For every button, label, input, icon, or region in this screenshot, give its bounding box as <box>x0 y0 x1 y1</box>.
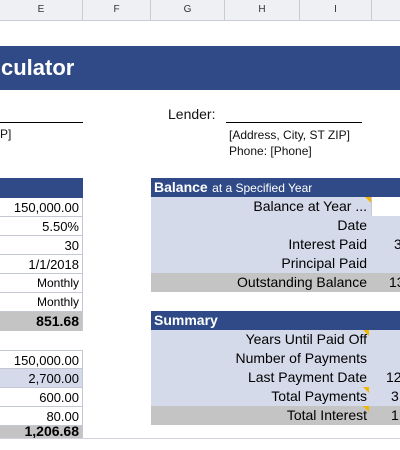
payment-amount-cell: 851.68 <box>0 312 83 331</box>
loan-amount-cell[interactable]: 150,000.00 <box>0 198 83 217</box>
borrower-field-line <box>0 122 83 123</box>
years-until-paid-off-label: Years Until Paid Off <box>245 331 367 347</box>
interest-paid-value: 3 <box>394 236 400 252</box>
pmi-cell[interactable]: 80.00 <box>0 407 83 426</box>
insurance-cell[interactable]: 600.00 <box>0 388 83 407</box>
total-payments-value: 3 <box>391 388 399 404</box>
column-header-g[interactable]: G <box>151 0 225 20</box>
balance-row: Outstanding Balance 13 <box>151 273 400 292</box>
outstanding-balance-label: Outstanding Balance <box>237 274 367 290</box>
balance-row: Principal Paid <box>151 254 400 273</box>
home-value-cell[interactable]: 150,000.00 <box>0 350 83 369</box>
column-header-f[interactable]: F <box>83 0 151 20</box>
summary-row: Total Payments 3 <box>151 387 400 406</box>
column-header-i[interactable]: I <box>300 0 372 20</box>
number-of-payments-label: Number of Payments <box>235 350 368 366</box>
interest-paid-label: Interest Paid <box>288 236 367 252</box>
principal-paid-label: Principal Paid <box>281 255 367 271</box>
balance-row: Date <box>151 216 400 235</box>
summary-row: Total Interest 1 <box>151 406 400 425</box>
balance-row: Balance at Year ... <box>151 197 400 216</box>
payment-frequency-cell[interactable]: Monthly <box>0 274 83 293</box>
column-header-j[interactable] <box>372 0 400 20</box>
date-label: Date <box>337 217 367 233</box>
comment-indicator-icon[interactable] <box>363 387 369 393</box>
term-years-cell[interactable]: 30 <box>0 236 83 255</box>
summary-row: Years Until Paid Off <box>151 330 400 349</box>
comment-indicator-icon[interactable] <box>363 330 369 336</box>
last-payment-date-value: 12 <box>386 369 400 385</box>
sheet-bottom-border <box>0 438 400 439</box>
compound-period-cell[interactable]: Monthly <box>0 293 83 312</box>
page-title: culator <box>1 55 75 80</box>
balance-section-header: Balance at a Specified Year <box>151 178 400 197</box>
interest-rate-cell[interactable]: 5.50% <box>0 217 83 236</box>
balance-row: Interest Paid 3 <box>151 235 400 254</box>
total-payments-label: Total Payments <box>271 388 367 404</box>
balance-header-subtitle: at a Specified Year <box>212 181 313 195</box>
balance-at-year-label: Balance at Year ... <box>253 198 367 214</box>
summary-section-header: Summary <box>151 311 400 330</box>
total-monthly-cost-cell: 1,206.68 <box>0 426 83 438</box>
loan-section-header <box>0 178 83 198</box>
summary-row: Number of Payments <box>151 349 400 368</box>
comment-indicator-icon[interactable] <box>363 406 369 412</box>
lender-address-block: [Address, City, ST ZIP] Phone: [Phone] <box>229 127 350 159</box>
borrower-address-fragment: P] <box>0 127 12 141</box>
lender-address[interactable]: [Address, City, ST ZIP] <box>229 128 350 142</box>
balance-year-input[interactable] <box>371 197 400 216</box>
comment-indicator-icon[interactable] <box>365 197 371 203</box>
lender-label: Lender: <box>168 106 216 122</box>
summary-row: Last Payment Date 12 <box>151 368 400 387</box>
outstanding-balance-value: 13 <box>389 274 400 290</box>
lender-phone[interactable]: Phone: [Phone] <box>229 144 312 158</box>
start-date-cell[interactable]: 1/1/2018 <box>0 255 83 274</box>
column-header-bar: E F G H I <box>0 0 400 21</box>
column-header-e[interactable]: E <box>0 0 83 20</box>
last-payment-date-label: Last Payment Date <box>247 369 367 385</box>
balance-header-title: Balance <box>154 179 208 195</box>
total-interest-label: Total Interest <box>286 407 367 423</box>
total-interest-value: 1 <box>391 407 399 423</box>
column-header-h[interactable]: H <box>225 0 300 20</box>
summary-header-title: Summary <box>154 312 218 328</box>
property-tax-cell[interactable]: 2,700.00 <box>0 369 83 388</box>
lender-name-field[interactable] <box>226 122 362 123</box>
title-banner: culator <box>0 46 400 90</box>
